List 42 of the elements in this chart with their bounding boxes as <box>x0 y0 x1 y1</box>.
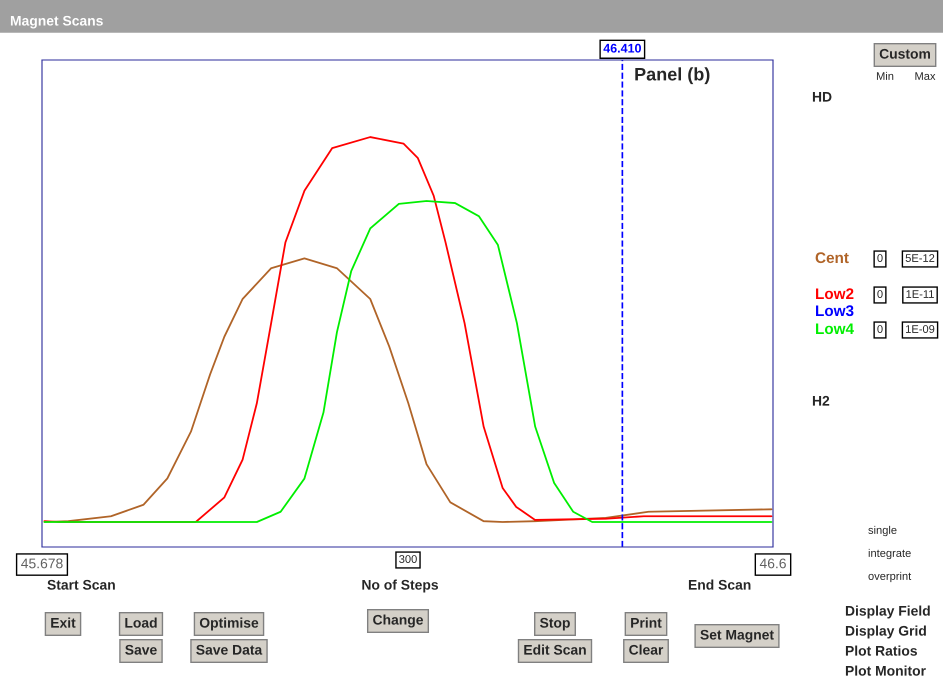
text: Plot Monitor <box>846 666 926 676</box>
text: Save <box>125 644 157 655</box>
text: Clear <box>629 644 664 655</box>
text: Save Data <box>196 644 262 655</box>
text: 1E-11 <box>906 290 934 298</box>
ref-line-label: 46.410 <box>603 44 641 53</box>
text: Plot Ratios <box>846 646 917 656</box>
text: Optimise <box>200 618 258 630</box>
text: 1E-09 <box>906 325 934 333</box>
text: 5E-12 <box>906 254 934 262</box>
text: integrate <box>868 548 911 560</box>
text: Exit <box>51 618 76 628</box>
text: Display Field <box>846 606 930 618</box>
text: single <box>868 526 897 536</box>
text: overprint <box>868 572 912 582</box>
text: Low4 <box>816 323 854 334</box>
text: Cent <box>816 252 849 264</box>
text: Low2 <box>816 288 854 300</box>
text: Display Grid <box>846 626 926 638</box>
x-tick-label: 45.678 <box>21 558 63 568</box>
text: Change <box>373 614 423 628</box>
text: Start Scan <box>47 580 115 590</box>
text: 300 <box>399 555 417 563</box>
text: HD <box>812 92 832 102</box>
text: Custom <box>880 48 930 59</box>
text: Stop <box>540 618 570 630</box>
text: No of Steps <box>362 580 438 592</box>
text: End Scan <box>688 580 750 590</box>
chart-title: Magnet Scans <box>10 16 103 28</box>
text: Set Magnet <box>700 630 774 642</box>
text: H2 <box>812 396 830 406</box>
legend-label: Low3 <box>816 305 854 316</box>
text: 0 <box>877 254 883 262</box>
text: Print <box>631 618 662 628</box>
text: Edit Scan <box>524 644 586 655</box>
text: 0 <box>877 290 883 298</box>
text: 0 <box>877 325 883 333</box>
chart-subtitle: Panel (b) <box>635 67 710 84</box>
text: Load <box>125 618 157 628</box>
text: Min <box>876 72 894 80</box>
text: Max <box>915 72 936 80</box>
x-tick-label: 46.6 <box>760 558 786 568</box>
